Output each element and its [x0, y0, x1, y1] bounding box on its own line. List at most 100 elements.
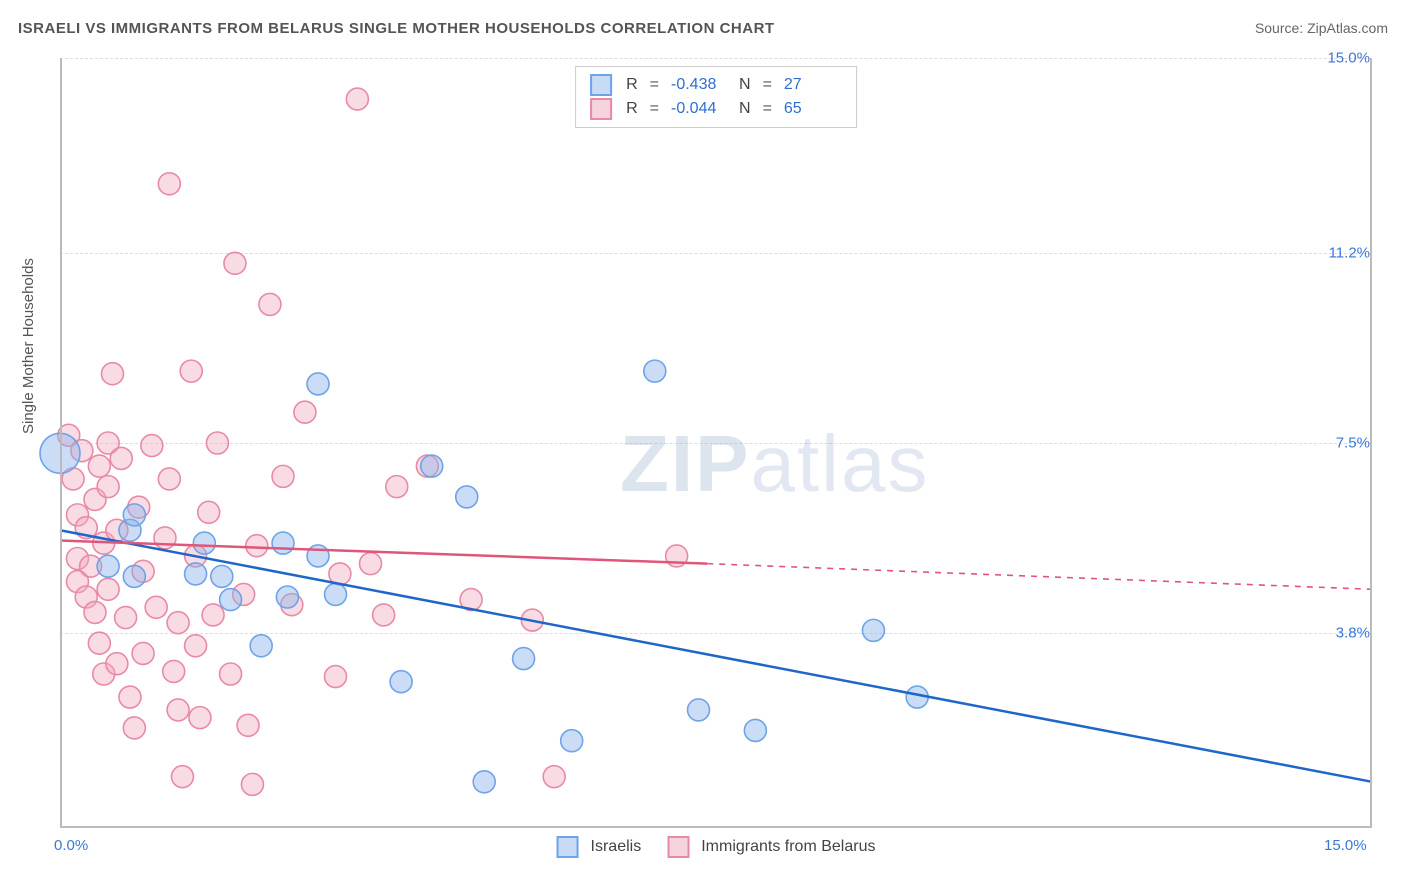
data-point-israelis: [193, 532, 215, 554]
legend-r-value: -0.044: [671, 97, 729, 121]
legend-n-value: 27: [784, 73, 842, 97]
trend-line-ext-belarus: [707, 564, 1372, 590]
data-point-belarus: [189, 707, 211, 729]
legend-r-label: R: [626, 73, 638, 97]
y-tick-label: 11.2%: [1329, 245, 1376, 262]
legend-n-value: 65: [784, 97, 842, 121]
legend-swatch: [667, 836, 689, 858]
legend-eq: =: [650, 73, 659, 97]
data-point-belarus: [198, 501, 220, 523]
data-point-belarus: [132, 642, 154, 664]
data-point-israelis: [644, 360, 666, 382]
data-point-belarus: [158, 173, 180, 195]
y-axis-label: Single Mother Households: [20, 258, 37, 434]
correlation-legend: R = -0.438 N = 27 R = -0.044 N = 65: [575, 66, 857, 128]
data-point-belarus: [158, 468, 180, 490]
data-point-israelis: [272, 532, 294, 554]
series-legend-item-israelis: Israelis: [557, 836, 642, 858]
data-point-israelis: [123, 565, 145, 587]
data-point-israelis: [744, 719, 766, 741]
y-axis-line: [60, 58, 62, 828]
trend-line-belarus: [60, 541, 707, 564]
data-point-israelis: [220, 589, 242, 611]
data-point-belarus: [202, 604, 224, 626]
data-point-belarus: [88, 455, 110, 477]
data-point-belarus: [171, 766, 193, 788]
data-point-belarus: [110, 447, 132, 469]
data-point-belarus: [141, 435, 163, 457]
data-point-israelis: [276, 586, 298, 608]
data-point-belarus: [543, 766, 565, 788]
data-point-belarus: [346, 88, 368, 110]
legend-row-belarus: R = -0.044 N = 65: [590, 97, 842, 121]
data-point-belarus: [88, 632, 110, 654]
data-point-belarus: [224, 252, 246, 274]
y-tick-label: 3.8%: [1336, 624, 1376, 641]
data-point-belarus: [167, 612, 189, 634]
data-point-belarus: [325, 666, 347, 688]
data-point-belarus: [220, 663, 242, 685]
legend-swatch: [590, 74, 612, 96]
data-point-belarus: [386, 476, 408, 498]
legend-swatch: [557, 836, 579, 858]
data-point-israelis: [456, 486, 478, 508]
data-point-belarus: [106, 653, 128, 675]
data-point-israelis: [307, 373, 329, 395]
data-point-belarus: [115, 607, 137, 629]
data-point-israelis: [97, 555, 119, 577]
data-point-belarus: [145, 596, 167, 618]
data-point-belarus: [272, 465, 294, 487]
data-point-belarus: [163, 660, 185, 682]
data-point-belarus: [97, 476, 119, 498]
legend-r-value: -0.438: [671, 73, 729, 97]
data-point-belarus: [97, 578, 119, 600]
y-tick-label: 15.0%: [1327, 50, 1376, 67]
data-point-israelis: [250, 635, 272, 657]
chart-title: ISRAELI VS IMMIGRANTS FROM BELARUS SINGL…: [18, 20, 775, 37]
title-bar: ISRAELI VS IMMIGRANTS FROM BELARUS SINGL…: [18, 20, 1388, 37]
data-point-belarus: [241, 773, 263, 795]
data-point-israelis: [688, 699, 710, 721]
x-axis-line: [60, 826, 1372, 828]
legend-n-label: N: [739, 97, 751, 121]
data-point-belarus: [246, 535, 268, 557]
data-point-belarus: [294, 401, 316, 423]
data-point-israelis: [211, 565, 233, 587]
source-prefix: Source:: [1255, 20, 1307, 36]
legend-eq: =: [763, 97, 772, 121]
legend-swatch: [590, 98, 612, 120]
legend-eq: =: [650, 97, 659, 121]
data-point-belarus: [123, 717, 145, 739]
data-point-israelis: [185, 563, 207, 585]
scatter-plot: [60, 58, 1372, 828]
data-point-israelis: [561, 730, 583, 752]
data-point-belarus: [360, 553, 382, 575]
source-name: ZipAtlas.com: [1307, 20, 1388, 36]
series-legend-item-belarus: Immigrants from Belarus: [667, 836, 875, 858]
data-point-israelis: [325, 583, 347, 605]
series-legend-label: Israelis: [591, 838, 642, 856]
data-point-belarus: [373, 604, 395, 626]
data-point-belarus: [180, 360, 202, 382]
legend-eq: =: [763, 73, 772, 97]
data-point-israelis: [390, 671, 412, 693]
data-point-israelis: [513, 648, 535, 670]
series-legend-label: Immigrants from Belarus: [701, 838, 875, 856]
x-tick-label: 0.0%: [54, 837, 88, 854]
legend-r-label: R: [626, 97, 638, 121]
source-attribution: Source: ZipAtlas.com: [1255, 20, 1388, 36]
x-tick-label: 15.0%: [1324, 837, 1367, 854]
series-legend: Israelis Immigrants from Belarus: [557, 836, 876, 858]
data-point-belarus: [167, 699, 189, 721]
data-point-israelis: [123, 504, 145, 526]
data-point-belarus: [259, 293, 281, 315]
legend-n-label: N: [739, 73, 751, 97]
data-point-belarus: [101, 363, 123, 385]
data-point-belarus: [237, 714, 259, 736]
data-point-belarus: [206, 432, 228, 454]
data-point-belarus: [84, 601, 106, 623]
data-point-belarus: [185, 635, 207, 657]
y-tick-label: 7.5%: [1336, 435, 1376, 452]
data-point-israelis: [862, 619, 884, 641]
data-point-israelis: [473, 771, 495, 793]
